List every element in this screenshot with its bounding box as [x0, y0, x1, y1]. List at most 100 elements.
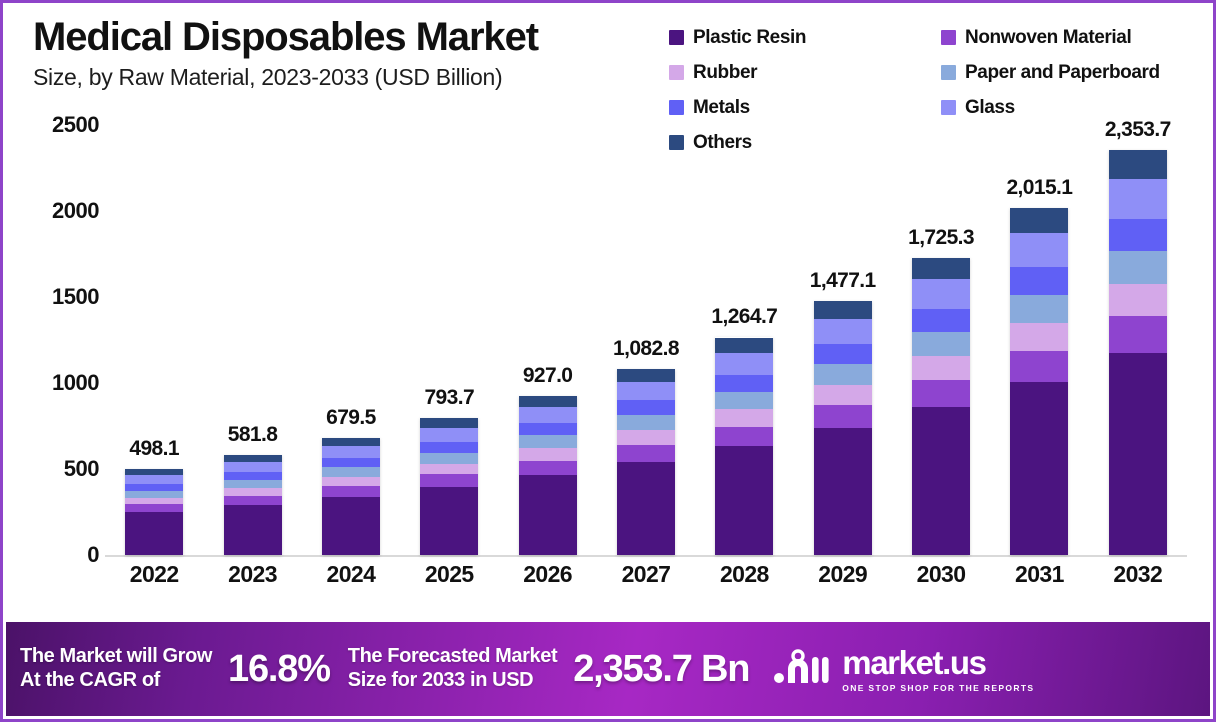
bar-segment[interactable] [912, 308, 971, 333]
bar-stack[interactable] [1108, 150, 1167, 555]
bar-stack[interactable] [616, 368, 675, 555]
legend-item[interactable]: Plastic Resin [669, 27, 941, 49]
bar-segment[interactable] [813, 364, 872, 385]
bar-segment[interactable] [1108, 352, 1167, 555]
bar-segment[interactable] [518, 422, 577, 436]
bar-segment[interactable] [321, 438, 380, 447]
bar-segment[interactable] [321, 476, 380, 487]
bar-segment[interactable] [420, 486, 479, 555]
bar-group[interactable]: 1,477.1 [794, 125, 892, 555]
bar-segment[interactable] [420, 441, 479, 453]
bar-segment[interactable] [715, 352, 774, 375]
bar-segment[interactable] [1010, 381, 1069, 555]
bar-segment[interactable] [616, 400, 675, 416]
bar-segment[interactable] [715, 426, 774, 447]
bar-segment[interactable] [1010, 232, 1069, 268]
bar-segment[interactable] [912, 279, 971, 309]
bar-segment[interactable] [1010, 350, 1069, 382]
bar-stack[interactable] [125, 469, 184, 555]
bar-segment[interactable] [321, 486, 380, 497]
bar-segment[interactable] [125, 497, 184, 505]
bar-group[interactable]: 2,353.7 [1089, 118, 1187, 555]
bar-segment[interactable] [125, 483, 184, 491]
bar-segment[interactable] [223, 480, 282, 488]
bar-segment[interactable] [715, 391, 774, 410]
bar-segment[interactable] [420, 418, 479, 429]
bar-segment[interactable] [912, 406, 971, 555]
bar-segment[interactable] [616, 430, 675, 446]
bar-group[interactable]: 581.8 [203, 125, 301, 555]
bar-segment[interactable] [420, 452, 479, 464]
bar-segment[interactable] [1010, 322, 1069, 351]
bar-stack[interactable] [518, 395, 577, 555]
bar-segment[interactable] [616, 381, 675, 401]
bar-segment[interactable] [321, 496, 380, 555]
bar-segment[interactable] [518, 435, 577, 449]
bar-segment[interactable] [912, 356, 971, 380]
bar-segment[interactable] [715, 446, 774, 555]
bar-stack[interactable] [715, 337, 774, 555]
bar-group[interactable]: 793.7 [400, 125, 498, 555]
bar-segment[interactable] [420, 428, 479, 442]
bar-segment[interactable] [125, 469, 184, 476]
bar-segment[interactable] [518, 406, 577, 423]
bar-segment[interactable] [321, 458, 380, 468]
bar-stack[interactable] [813, 300, 872, 555]
bar-segment[interactable] [125, 512, 184, 555]
bar-segment[interactable] [616, 445, 675, 462]
bar-group[interactable]: 1,725.3 [892, 125, 990, 555]
bar-segment[interactable] [1108, 251, 1167, 284]
bar-segment[interactable] [223, 495, 282, 505]
bar-segment[interactable] [813, 427, 872, 555]
bar-segment[interactable] [1010, 267, 1069, 296]
bar-segment[interactable] [420, 474, 479, 487]
bar-segment[interactable] [518, 460, 577, 476]
bar-segment[interactable] [1108, 219, 1167, 252]
bar-segment[interactable] [715, 409, 774, 427]
bar-stack[interactable] [223, 455, 282, 555]
bar-segment[interactable] [125, 504, 184, 513]
bar-segment[interactable] [616, 461, 675, 555]
bar-segment[interactable] [813, 344, 872, 365]
bar-group[interactable]: 679.5 [302, 125, 400, 555]
legend-item[interactable]: Metals [669, 97, 941, 119]
brand-logo[interactable]: market.us ONE STOP SHOP FOR THE REPORTS [773, 646, 1034, 693]
legend-item[interactable]: Nonwoven Material [941, 27, 1209, 49]
bar-segment[interactable] [616, 368, 675, 382]
bar-group[interactable]: 927.0 [498, 125, 596, 555]
bar-segment[interactable] [518, 475, 577, 555]
bar-segment[interactable] [223, 472, 282, 480]
bar-segment[interactable] [1108, 316, 1167, 353]
bar-segment[interactable] [223, 462, 282, 473]
bar-stack[interactable] [321, 438, 380, 555]
bar-segment[interactable] [420, 463, 479, 475]
bar-stack[interactable] [1010, 208, 1069, 555]
bar-segment[interactable] [321, 446, 380, 459]
legend-item[interactable]: Rubber [669, 62, 941, 84]
bar-segment[interactable] [616, 415, 675, 431]
legend-item[interactable]: Glass [941, 97, 1209, 119]
bar-segment[interactable] [223, 504, 282, 555]
legend-item[interactable]: Paper and Paperboard [941, 62, 1209, 84]
bar-group[interactable]: 1,082.8 [597, 125, 695, 555]
bar-segment[interactable] [813, 384, 872, 406]
bar-segment[interactable] [321, 467, 380, 477]
bar-stack[interactable] [912, 258, 971, 555]
bar-group[interactable]: 1,264.7 [695, 125, 793, 555]
bar-segment[interactable] [1108, 178, 1167, 220]
bar-segment[interactable] [223, 455, 282, 463]
bar-segment[interactable] [518, 395, 577, 407]
legend-item[interactable]: Others [669, 132, 941, 154]
bar-segment[interactable] [1108, 150, 1167, 179]
bar-segment[interactable] [223, 487, 282, 496]
bar-segment[interactable] [518, 448, 577, 461]
bar-segment[interactable] [125, 490, 184, 498]
bar-segment[interactable] [912, 258, 971, 280]
bar-group[interactable]: 498.1 [105, 125, 203, 555]
bar-group[interactable]: 2,015.1 [990, 125, 1088, 555]
bar-segment[interactable] [1010, 208, 1069, 233]
bar-segment[interactable] [1108, 283, 1167, 317]
bar-segment[interactable] [1010, 295, 1069, 323]
bar-segment[interactable] [912, 332, 971, 357]
bar-segment[interactable] [715, 374, 774, 392]
